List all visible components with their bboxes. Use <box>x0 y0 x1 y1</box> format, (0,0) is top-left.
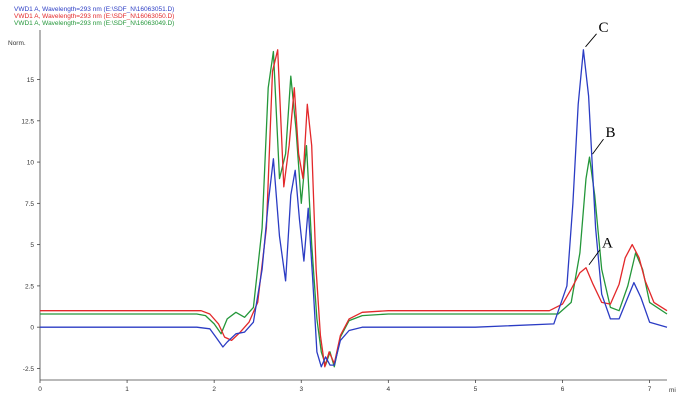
axes: -2.5 0 2.5 5 7.5 10 12.5 15 0 1 2 3 4 5 6 7 <box>21 30 667 393</box>
annotation-label-C: C <box>599 20 609 36</box>
y-tick-label-4: 7.5 <box>25 201 34 208</box>
legend-entry-2: VWD1 A, Wavelength=293 nm (E:\SDF_N\1606… <box>14 13 175 20</box>
y-tick-label-7: 15 <box>27 77 35 84</box>
x-tick-label-6: 6 <box>561 386 565 393</box>
x-tick-label-1: 1 <box>125 386 129 393</box>
legend-entry-3: VWD1 A, Wavelength=293 nm (E:\SDF_N\1606… <box>14 20 175 27</box>
x-tick-label-4: 4 <box>387 386 391 393</box>
series-line-1 <box>40 49 668 368</box>
y-tick-label-3: 5 <box>30 242 34 249</box>
y-tick-label-0: -2.5 <box>23 366 35 373</box>
annotation-layer: C B A <box>585 20 616 266</box>
annotation-leader-C <box>585 33 597 48</box>
annotation-leader-B <box>592 138 604 155</box>
x-tick-label-2: 2 <box>212 386 216 393</box>
y-tick-label-6: 12.5 <box>21 118 34 125</box>
x-tick-label-5: 5 <box>474 386 478 393</box>
y-unit-label: Norm. <box>8 40 26 47</box>
y-tick-label-5: 10 <box>27 160 35 167</box>
x-tick-label-3: 3 <box>299 386 303 393</box>
annotation-leader-A <box>588 249 601 266</box>
x-tick-label-0: 0 <box>38 386 42 393</box>
annotation-label-B: B <box>605 125 615 141</box>
legend-entry-1: VWD1 A, Wavelength=293 nm (E:\SDF_N\1606… <box>14 6 175 13</box>
x-tick-label-7: 7 <box>648 386 652 393</box>
y-tick-label-2: 2.5 <box>25 283 34 290</box>
y-tick-label-1: 0 <box>30 325 34 332</box>
annotation-label-A: A <box>602 236 613 252</box>
series-layer <box>40 49 668 368</box>
x-unit-label: mi <box>669 387 676 393</box>
